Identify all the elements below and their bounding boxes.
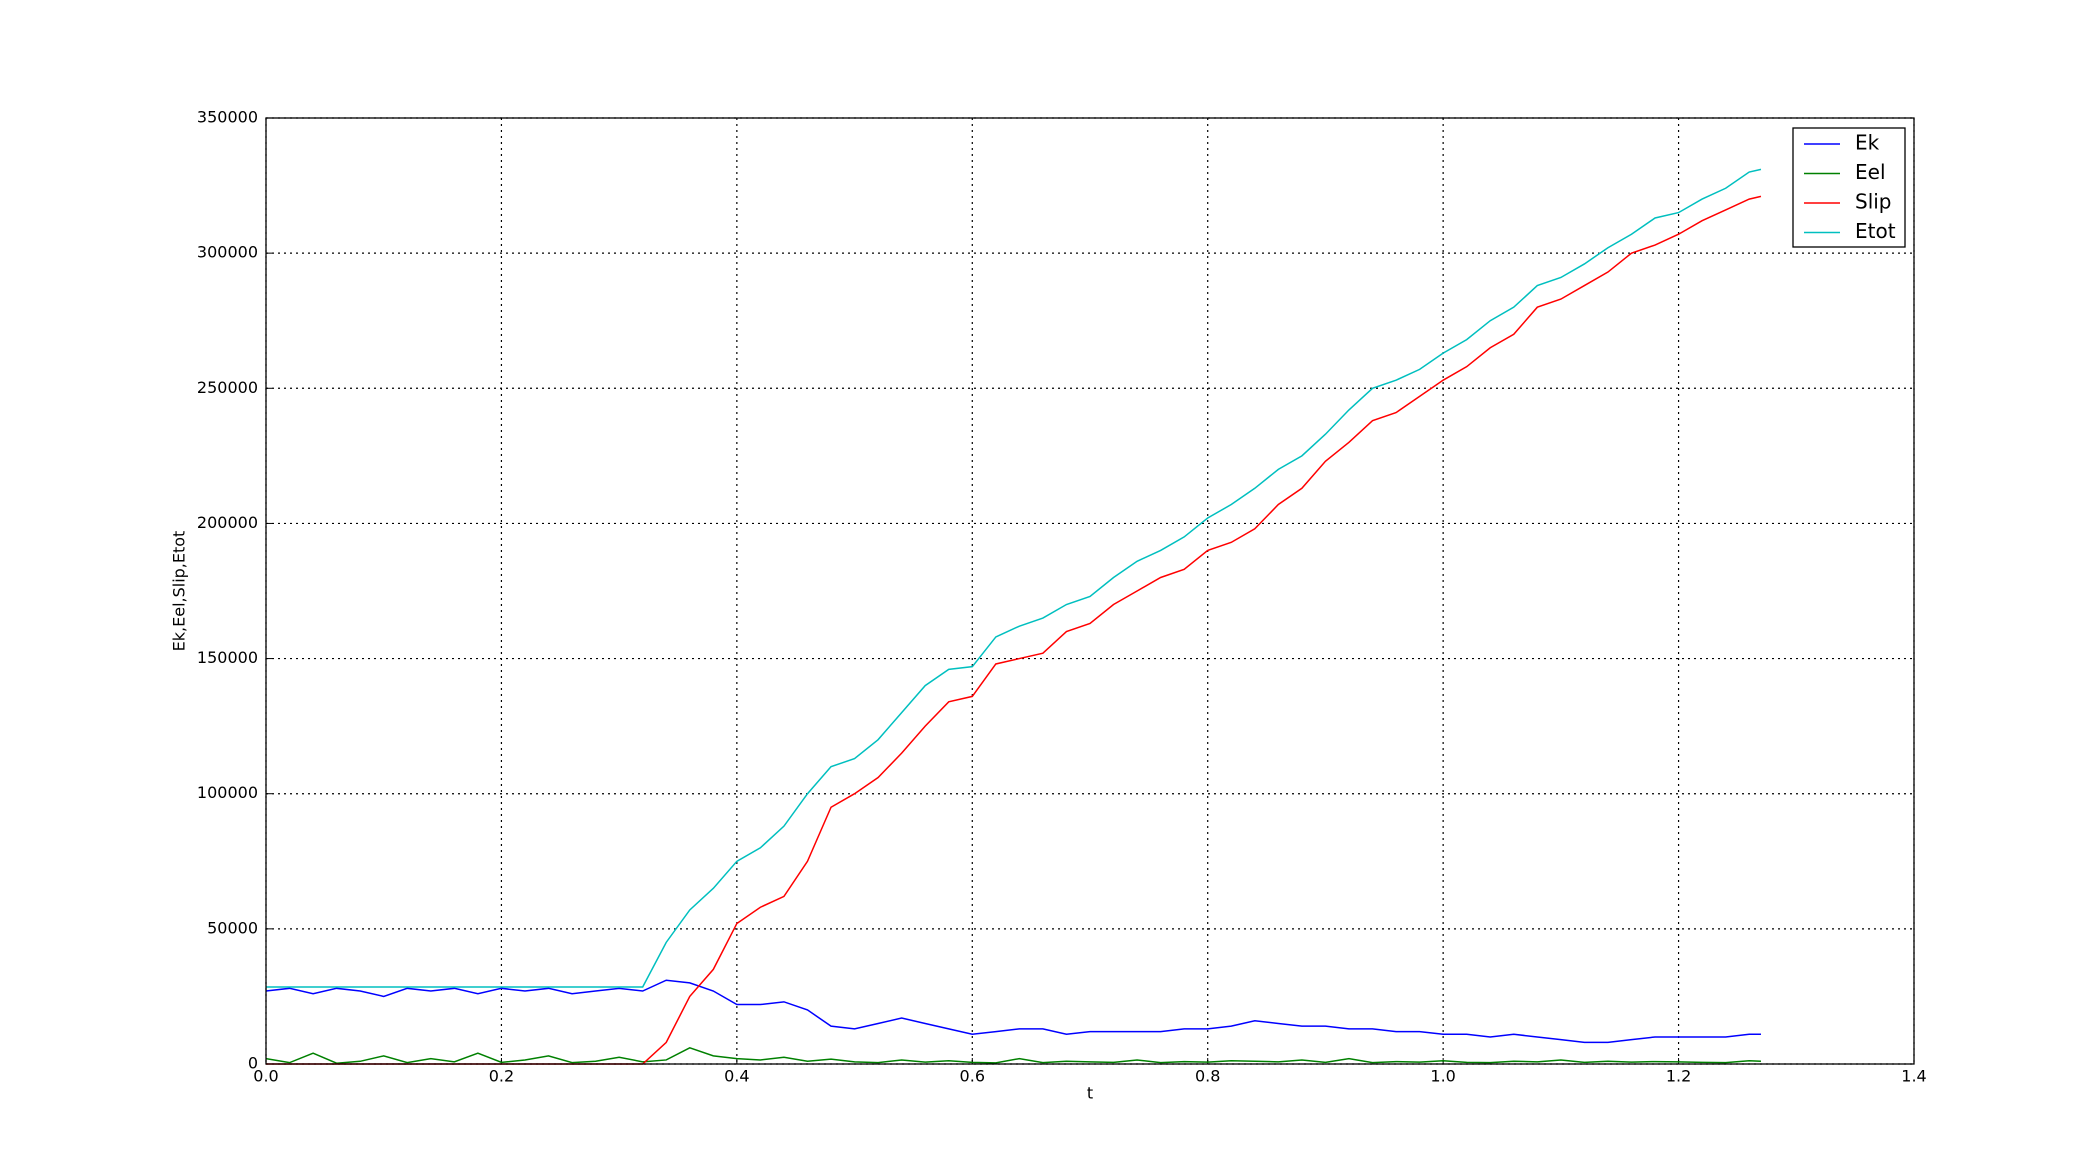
y-tick-label: 350000 — [197, 108, 258, 127]
x-axis-label: t — [1087, 1084, 1093, 1103]
y-tick-label: 0 — [248, 1054, 258, 1073]
x-tick-label: 0.0 — [253, 1067, 278, 1086]
x-tick-label: 0.4 — [724, 1067, 749, 1086]
series-line — [265, 979, 1761, 1044]
y-tick-label: 300000 — [197, 243, 258, 262]
legend-label: Ek — [1855, 131, 1880, 155]
y-tick-label: 50000 — [207, 918, 258, 937]
y-tick-label: 250000 — [197, 378, 258, 397]
y-tick-label: 150000 — [197, 648, 258, 667]
x-tick-label: 0.8 — [1195, 1067, 1220, 1086]
y-axis-label: Ek,Eel,Slip,Etot — [170, 531, 189, 652]
x-tick-label: 1.0 — [1430, 1067, 1455, 1086]
legend-label: Eel — [1855, 160, 1886, 184]
x-tick-label: 1.4 — [1901, 1067, 1926, 1086]
x-tick-label: 0.2 — [489, 1067, 514, 1086]
legend-box — [1792, 127, 1906, 248]
y-tick-label: 200000 — [197, 513, 258, 532]
legend-label: Etot — [1855, 219, 1896, 243]
legend-label: Slip — [1855, 190, 1892, 214]
series-line — [266, 168, 1762, 988]
series-line — [265, 1046, 1762, 1064]
x-tick-label: 1.2 — [1666, 1067, 1691, 1086]
y-tick-label: 100000 — [197, 783, 258, 802]
x-tick-label: 0.6 — [960, 1067, 985, 1086]
plot-frame — [265, 117, 1915, 1065]
